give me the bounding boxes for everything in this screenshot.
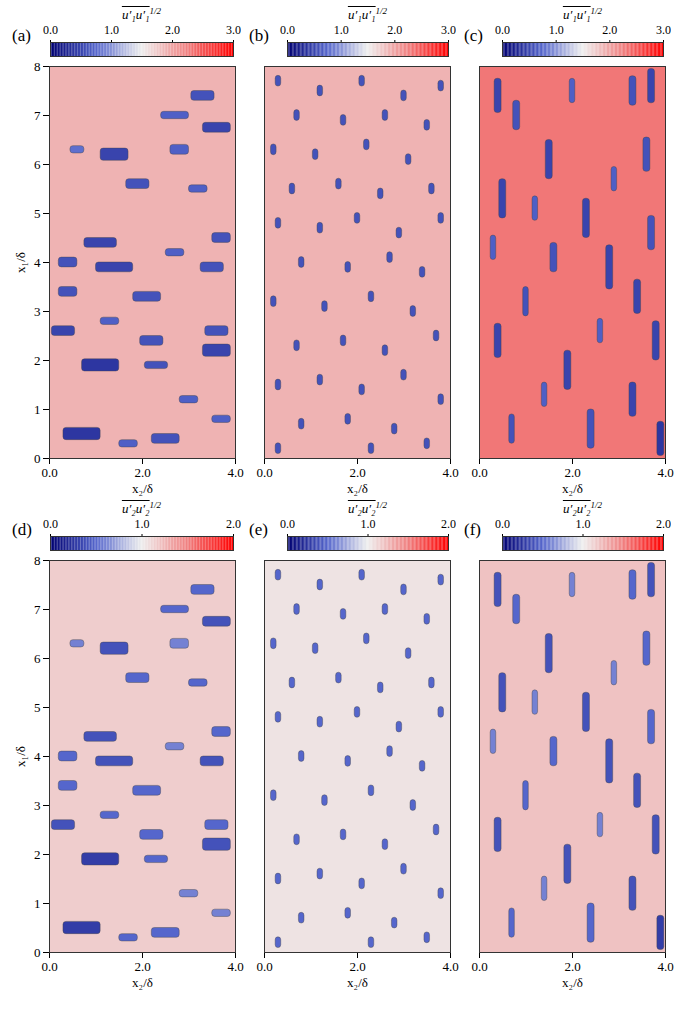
svg-text:4.0: 4.0 — [657, 959, 673, 974]
svg-text:0.0: 0.0 — [495, 518, 510, 531]
svg-text:2.0: 2.0 — [441, 518, 456, 531]
html-text:1/2: 1/2 — [375, 500, 388, 510]
html-text:(c): (c) — [464, 26, 483, 45]
svg-text:8: 8 — [34, 59, 41, 74]
svg-text:2.0: 2.0 — [134, 959, 150, 974]
svg-text:2.0: 2.0 — [656, 518, 671, 531]
svg-text:1.0: 1.0 — [549, 24, 564, 37]
svg-text:1.0: 1.0 — [104, 24, 119, 37]
svg-text:2.0: 2.0 — [134, 465, 150, 480]
svg-text:0.0: 0.0 — [41, 465, 57, 480]
svg-text:2.0: 2.0 — [349, 465, 365, 480]
svg-text:5: 5 — [34, 206, 41, 221]
svg-text:0.0: 0.0 — [256, 959, 272, 974]
svg-text:2.0: 2.0 — [564, 959, 580, 974]
svg-text:7: 7 — [34, 108, 41, 123]
html-text:(e): (e) — [249, 520, 268, 539]
html-text:1/2: 1/2 — [375, 6, 388, 16]
html-text:u′₁u′₁: u′₁u′₁ — [347, 7, 376, 23]
svg-text:2.0: 2.0 — [602, 24, 617, 37]
svg-text:4.0: 4.0 — [227, 465, 243, 480]
html-text:1/2: 1/2 — [149, 500, 162, 510]
svg-text:3: 3 — [34, 304, 41, 319]
html-text:(f): (f) — [464, 520, 481, 539]
svg-text:x₂/δ: x₂/δ — [347, 481, 368, 496]
svg-text:2.0: 2.0 — [226, 518, 241, 531]
svg-text:4.0: 4.0 — [442, 465, 458, 480]
svg-text:4.0: 4.0 — [657, 465, 673, 480]
svg-text:2.0: 2.0 — [387, 24, 402, 37]
svg-text:4: 4 — [34, 255, 41, 270]
svg-text:3.0: 3.0 — [226, 24, 241, 37]
svg-text:x₂/δ: x₂/δ — [562, 975, 583, 990]
svg-text:x₂/δ: x₂/δ — [347, 975, 368, 990]
html-text:1/2: 1/2 — [590, 6, 603, 16]
html-text:(d): (d) — [12, 520, 32, 539]
svg-text:0.0: 0.0 — [41, 959, 57, 974]
svg-text:0.0: 0.0 — [471, 959, 487, 974]
svg-text:8: 8 — [34, 553, 41, 568]
html-text:u′₂u′₂: u′₂u′₂ — [347, 501, 376, 517]
html-text:u′₁u′₁: u′₁u′₁ — [121, 7, 150, 23]
svg-text:0: 0 — [34, 451, 41, 466]
svg-text:0.0: 0.0 — [256, 465, 272, 480]
svg-text:1: 1 — [34, 896, 41, 911]
html-text:(b): (b) — [249, 26, 269, 45]
svg-text:6: 6 — [34, 651, 41, 666]
svg-text:0.0: 0.0 — [43, 518, 58, 531]
svg-text:3.0: 3.0 — [441, 24, 456, 37]
svg-text:2.0: 2.0 — [165, 24, 180, 37]
svg-text:0.0: 0.0 — [471, 465, 487, 480]
svg-text:0.0: 0.0 — [280, 24, 295, 37]
svg-text:x₂/δ: x₂/δ — [132, 975, 153, 990]
svg-text:x₂/δ: x₂/δ — [132, 481, 153, 496]
svg-text:2.0: 2.0 — [349, 959, 365, 974]
svg-text:5: 5 — [34, 700, 41, 715]
svg-text:6: 6 — [34, 157, 41, 172]
svg-text:0.0: 0.0 — [43, 24, 58, 37]
svg-text:3.0: 3.0 — [656, 24, 671, 37]
svg-text:2.0: 2.0 — [564, 465, 580, 480]
svg-text:4: 4 — [34, 749, 41, 764]
svg-text:x₁/δ: x₁/δ — [13, 252, 28, 273]
svg-text:1.0: 1.0 — [334, 24, 349, 37]
svg-text:0.0: 0.0 — [280, 518, 295, 531]
html-text:u′₂u′₂: u′₂u′₂ — [562, 501, 591, 517]
svg-text:3: 3 — [34, 798, 41, 813]
html-text:1/2: 1/2 — [590, 500, 603, 510]
svg-text:0: 0 — [34, 945, 41, 960]
svg-text:1.0: 1.0 — [135, 518, 150, 531]
svg-text:4.0: 4.0 — [227, 959, 243, 974]
svg-text:x₁/δ: x₁/δ — [13, 746, 28, 767]
html-text:(a): (a) — [12, 26, 31, 45]
html-text:u′₁u′₁: u′₁u′₁ — [562, 7, 591, 23]
svg-text:4.0: 4.0 — [442, 959, 458, 974]
svg-text:x₂/δ: x₂/δ — [562, 481, 583, 496]
svg-text:1: 1 — [34, 402, 41, 417]
svg-text:1.0: 1.0 — [576, 518, 591, 531]
html-text:1/2: 1/2 — [149, 6, 162, 16]
svg-text:7: 7 — [34, 602, 41, 617]
svg-text:2: 2 — [34, 847, 41, 862]
svg-text:2: 2 — [34, 353, 41, 368]
svg-text:0.0: 0.0 — [495, 24, 510, 37]
html-text:u′₂u′₂: u′₂u′₂ — [121, 501, 150, 517]
svg-text:1.0: 1.0 — [361, 518, 376, 531]
